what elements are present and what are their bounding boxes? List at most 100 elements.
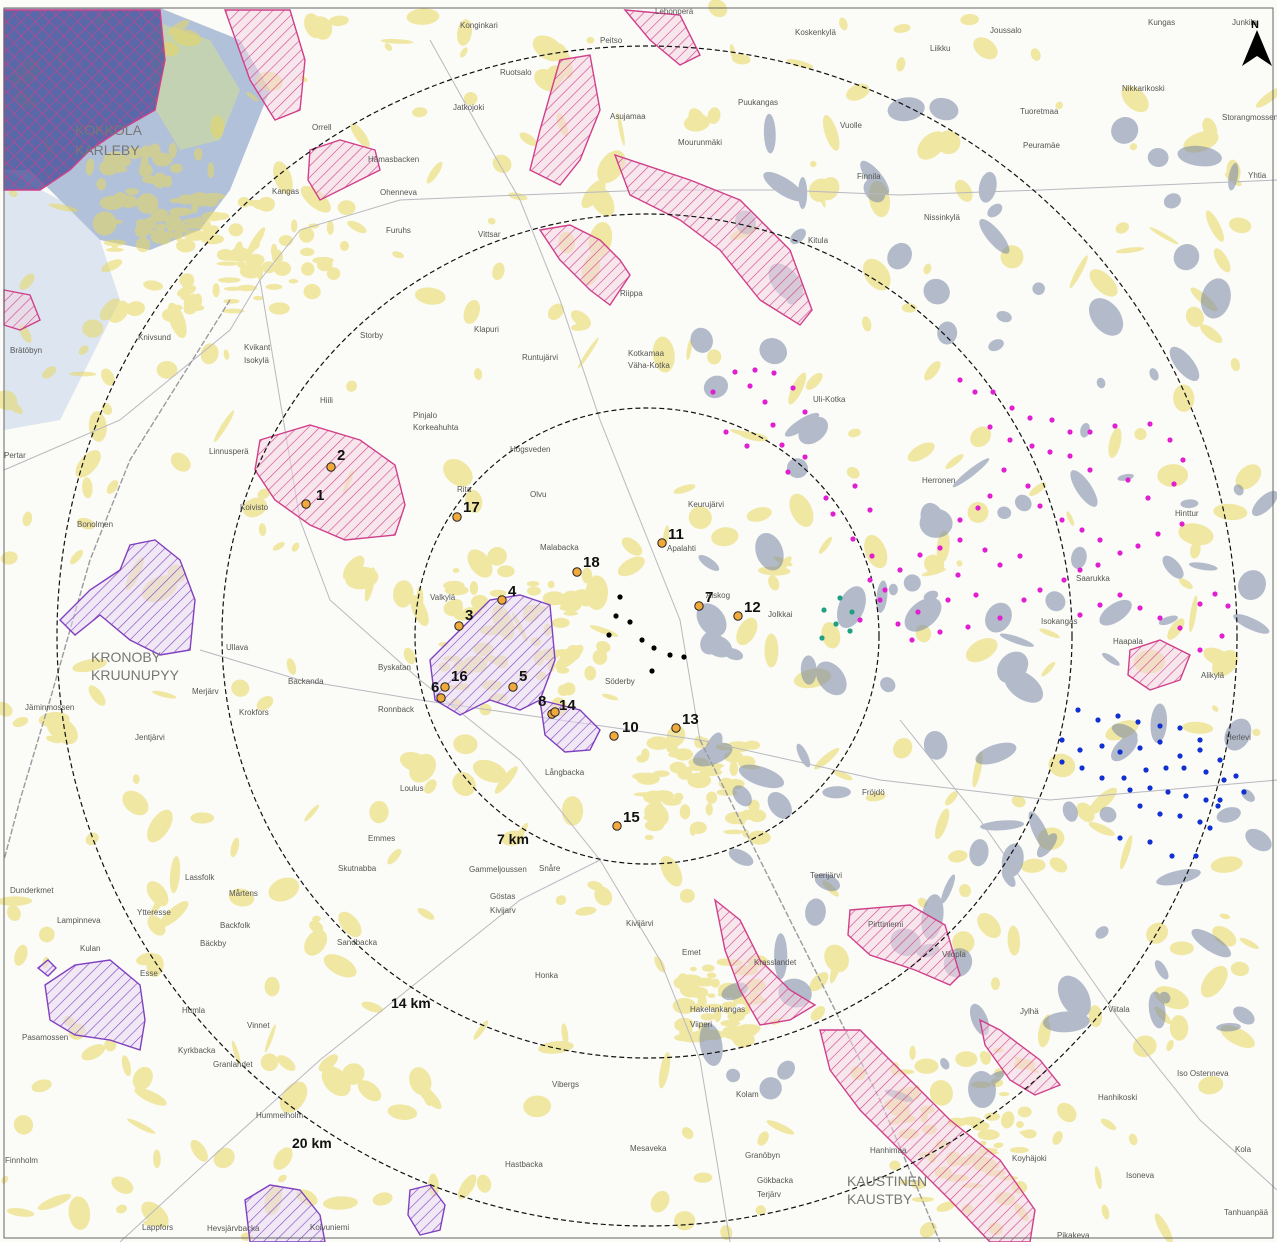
grey-patch — [940, 1058, 950, 1070]
magenta-turbine-dot — [1135, 543, 1141, 549]
place-label: Ruotsalo — [500, 68, 532, 77]
yellow-patch — [469, 581, 479, 595]
yellow-patch — [688, 1004, 699, 1013]
turbines-blue — [1059, 707, 1247, 859]
blue-turbine-dot — [1117, 835, 1123, 841]
place-label: Terjärv — [757, 1190, 781, 1199]
black-turbine-dot — [667, 652, 673, 658]
yellow-patch — [654, 801, 664, 816]
grey-patch — [923, 590, 939, 602]
yellow-patch — [318, 1054, 339, 1072]
yellow-patch — [846, 83, 870, 101]
magenta-turbine-dot — [937, 629, 943, 635]
yellow-patch — [846, 467, 860, 479]
grey-patch — [923, 730, 948, 760]
yellow-patch — [681, 1127, 694, 1140]
yellow-patch — [323, 954, 357, 978]
grey-patch — [1071, 546, 1087, 569]
yellow-patch — [731, 53, 751, 65]
yellow-patch — [1213, 503, 1248, 521]
yellow-patch — [736, 617, 758, 646]
place-label: Honka — [535, 971, 559, 980]
yellow-patch — [914, 1058, 939, 1074]
place-label: Iso Ostenneva — [1177, 1069, 1229, 1078]
yellow-patch — [960, 13, 979, 26]
yellow-patch — [644, 834, 654, 841]
site-number: 14 — [559, 697, 576, 714]
yellow-patch — [1167, 618, 1185, 640]
yellow-patch — [652, 336, 675, 373]
yellow-patch — [1, 1175, 9, 1184]
yellow-patch — [707, 107, 721, 124]
grey-patch — [1099, 599, 1132, 626]
yellow-patch — [277, 1174, 287, 1183]
place-label: Teerijärvi — [810, 871, 842, 880]
place-label: Kivijärvi — [626, 919, 654, 928]
municipality-kaustinen-sv: KAUSTBY — [847, 1191, 913, 1207]
yellow-patch — [1166, 1039, 1174, 1052]
yellow-patch — [88, 411, 107, 442]
numbered-site: 17 — [452, 499, 480, 522]
yellow-patch — [104, 1038, 117, 1052]
magenta-turbine-dot — [972, 389, 978, 395]
yellow-patch — [494, 766, 518, 794]
yellow-patch — [1149, 227, 1179, 245]
place-label: Vinnet — [247, 1021, 270, 1030]
yellow-patch — [1048, 753, 1076, 778]
yellow-patch — [22, 511, 33, 527]
yellow-patch — [188, 192, 210, 207]
magenta-turbine-dot — [1037, 587, 1043, 593]
place-label: Valkylä — [430, 593, 456, 602]
yellow-patch — [1120, 834, 1133, 870]
ring-label-7km: 7 km — [497, 831, 529, 847]
black-turbine-dot — [613, 613, 619, 619]
magenta-turbine-dot — [1145, 495, 1151, 501]
site-number: 7 — [705, 589, 713, 606]
blue-turbine-dot — [1217, 757, 1223, 763]
yellow-patch — [245, 255, 263, 268]
grey-patch — [1032, 282, 1045, 295]
place-label: Knivsund — [138, 333, 171, 342]
black-turbine-dot — [651, 645, 657, 651]
yellow-patch — [153, 1149, 161, 1169]
place-label: Jatkojoki — [453, 103, 484, 112]
magenta-turbine-dot — [1147, 421, 1153, 427]
magenta-turbine-dot — [1009, 405, 1015, 411]
grey-patch — [1158, 615, 1178, 626]
yellow-patch — [384, 43, 393, 51]
magenta-turbine-dot — [823, 495, 829, 501]
yellow-patch — [666, 743, 679, 753]
yellow-patch — [710, 978, 720, 988]
yellow-patch — [1173, 384, 1195, 412]
yellow-patch — [666, 725, 686, 747]
yellow-patch — [463, 91, 478, 106]
grey-patch — [728, 848, 754, 866]
yellow-patch — [1229, 217, 1252, 234]
yellow-patch — [190, 1139, 208, 1162]
magenta-turbine-dot — [1157, 615, 1163, 621]
yellow-patch — [1169, 1015, 1189, 1041]
yellow-patch — [212, 283, 220, 298]
site-number: 5 — [519, 668, 527, 685]
yellow-patch — [288, 279, 299, 284]
yellow-patch — [236, 284, 258, 292]
yellow-patch — [577, 337, 599, 369]
grey-patch — [726, 1068, 741, 1083]
magenta-turbine-dot — [987, 493, 993, 499]
black-turbine-dot — [639, 637, 645, 643]
magenta-turbine-dot — [987, 424, 993, 430]
yellow-patch — [339, 240, 350, 251]
yellow-patch — [1022, 1129, 1037, 1139]
place-label: Jylhä — [1020, 1007, 1039, 1016]
place-label: Apalahti — [667, 544, 696, 553]
yellow-patch — [487, 217, 496, 225]
yellow-patch — [6, 905, 21, 921]
yellow-patch — [453, 610, 472, 621]
grey-patch — [888, 583, 898, 596]
grey-patch — [1149, 368, 1159, 381]
yellow-patch — [1128, 1133, 1138, 1146]
yellow-patch — [141, 1201, 169, 1228]
grey-patch — [919, 508, 953, 538]
yellow-patch — [200, 343, 219, 365]
